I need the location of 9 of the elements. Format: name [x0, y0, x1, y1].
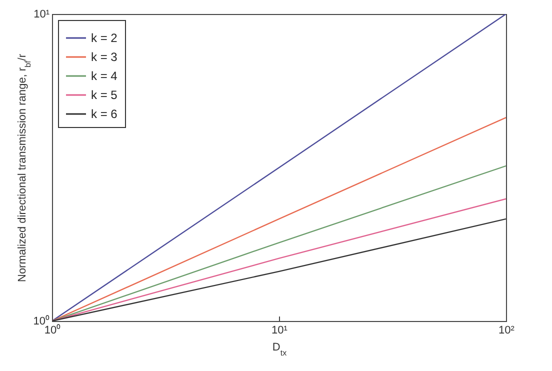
legend-label: k = 2	[91, 31, 118, 45]
x-tick-label: 10¹	[272, 324, 288, 336]
legend-label: k = 6	[91, 107, 118, 121]
x-tick-label: 10⁰	[44, 324, 61, 336]
legend-label: k = 3	[91, 50, 118, 64]
legend-label: k = 5	[91, 88, 118, 102]
x-axis-title: D$_{tx}$	[272, 342, 287, 357]
legend-label: k = 4	[91, 69, 118, 83]
x-tick-label: 10²	[498, 324, 515, 336]
